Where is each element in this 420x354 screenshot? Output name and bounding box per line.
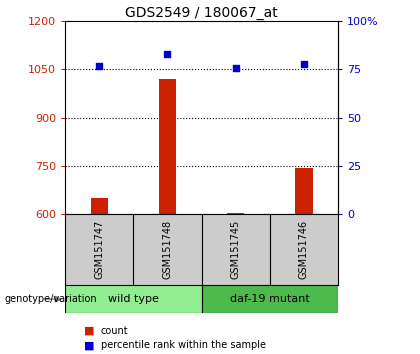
Bar [227,212,244,214]
Bar [295,167,312,214]
Point [164,51,171,57]
Text: GSM151748: GSM151748 [163,220,173,279]
Text: genotype/variation: genotype/variation [4,294,97,304]
Text: ■: ■ [84,326,94,336]
Text: percentile rank within the sample: percentile rank within the sample [101,340,266,350]
Text: daf-19 mutant: daf-19 mutant [230,294,310,304]
Point [96,63,102,68]
Point [232,65,239,70]
Text: ■: ■ [84,340,94,350]
Title: GDS2549 / 180067_at: GDS2549 / 180067_at [125,6,278,20]
Bar [91,198,108,214]
Text: count: count [101,326,129,336]
Bar [159,79,176,214]
Bar [65,285,202,313]
Bar [202,285,338,313]
Text: GSM151747: GSM151747 [94,220,104,279]
Text: GSM151745: GSM151745 [231,220,241,279]
Text: GSM151746: GSM151746 [299,220,309,279]
Text: wild type: wild type [108,294,159,304]
Point [301,61,307,67]
